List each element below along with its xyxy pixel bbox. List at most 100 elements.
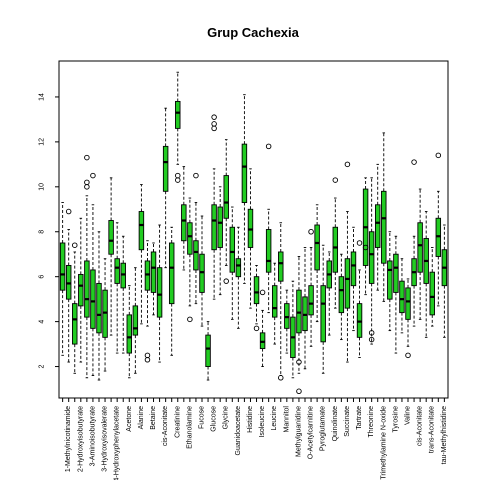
outlier-point — [211, 114, 217, 120]
box-group — [235, 226, 242, 329]
outlier-point — [253, 325, 260, 332]
box-group — [302, 247, 308, 370]
box — [187, 222, 193, 255]
box — [235, 258, 242, 278]
plot-marks — [59, 71, 448, 395]
box — [247, 208, 254, 248]
box — [265, 229, 272, 273]
box-group — [144, 240, 151, 363]
box-group — [217, 186, 223, 296]
box — [308, 285, 314, 316]
box — [393, 253, 399, 293]
box-group — [175, 71, 181, 183]
x-category-label: Glycine — [223, 406, 230, 429]
outlier-point — [144, 352, 151, 359]
box — [132, 305, 139, 336]
box-group — [423, 211, 429, 338]
x-category-label: Quinolinate — [332, 406, 339, 442]
box — [314, 224, 320, 271]
box — [114, 258, 120, 284]
box — [84, 260, 90, 318]
box-group — [108, 177, 114, 336]
outlier-point — [193, 172, 199, 179]
box-group — [193, 172, 199, 305]
x-category-label: Histidine — [247, 406, 254, 433]
box — [405, 287, 411, 320]
outlier-point — [296, 359, 302, 365]
outlier-point — [278, 375, 284, 381]
box-group — [211, 114, 217, 300]
box — [65, 264, 72, 300]
outlier-point — [84, 154, 90, 161]
box-group — [253, 264, 260, 332]
box — [296, 289, 302, 334]
box — [241, 143, 248, 203]
outlier-point — [65, 208, 72, 215]
box-group — [205, 321, 211, 381]
box-group — [326, 251, 332, 336]
x-category-label: Guanidoacetate — [235, 406, 242, 456]
outlier-point — [84, 179, 90, 186]
x-category-label: Succinate — [344, 406, 351, 437]
x-category-label: 3-Hydroxyisovalerate — [102, 406, 109, 472]
box-group — [150, 242, 157, 316]
outlier-point — [187, 316, 193, 323]
box-group — [381, 132, 387, 302]
box-group — [387, 231, 393, 332]
y-tick-label: 12 — [39, 138, 46, 146]
box — [59, 242, 66, 291]
x-category-label: Betaine — [150, 406, 157, 430]
x-category-label: Creatinine — [174, 406, 181, 438]
box-group — [284, 289, 290, 354]
box-group — [120, 235, 126, 354]
box-group — [362, 177, 369, 296]
box-group — [102, 258, 108, 372]
x-category-label: 3-Aminoisobutyrate — [89, 406, 96, 466]
box-group — [241, 94, 248, 284]
box — [374, 204, 381, 248]
x-category-label: Alanine — [138, 406, 145, 429]
y-tick-label: 6 — [39, 275, 46, 279]
box — [381, 190, 387, 264]
box — [150, 251, 157, 293]
box — [108, 220, 114, 255]
box-group — [350, 226, 357, 332]
outlier-point — [362, 244, 369, 251]
box — [399, 280, 405, 314]
box — [223, 175, 229, 219]
x-category-label: Acetone — [126, 406, 133, 432]
box — [259, 332, 266, 350]
outlier-point — [72, 242, 78, 248]
x-category-label: Pyroglutamate — [320, 406, 327, 451]
box-group — [314, 204, 320, 323]
box-group — [308, 228, 314, 347]
box — [162, 145, 169, 192]
box — [435, 217, 442, 257]
box — [356, 303, 363, 338]
x-category-label: 1-Methylnicotinamide — [65, 406, 72, 472]
x-category-label: O-Acetylcarnitine — [308, 406, 315, 459]
box-group — [417, 188, 423, 320]
box-group — [156, 224, 163, 363]
box — [168, 242, 175, 305]
box — [211, 204, 217, 251]
box-group — [265, 143, 272, 314]
box-group — [96, 231, 102, 381]
box-group — [435, 152, 442, 307]
x-category-label: Glucose — [211, 406, 218, 432]
box-group — [84, 154, 90, 379]
box-group — [278, 222, 284, 381]
x-category-label: Fucose — [198, 406, 205, 429]
box — [368, 231, 375, 284]
box — [338, 276, 345, 314]
box — [199, 253, 205, 293]
x-category-label: Threonine — [368, 406, 375, 438]
box-group — [344, 161, 351, 363]
plot-frame — [58, 60, 449, 399]
box — [284, 303, 290, 329]
outlier-point — [175, 172, 181, 179]
y-tick-label: 8 — [39, 230, 46, 234]
box-group — [114, 222, 120, 354]
box — [429, 271, 435, 316]
x-category-label: Ethanolamine — [186, 406, 193, 449]
